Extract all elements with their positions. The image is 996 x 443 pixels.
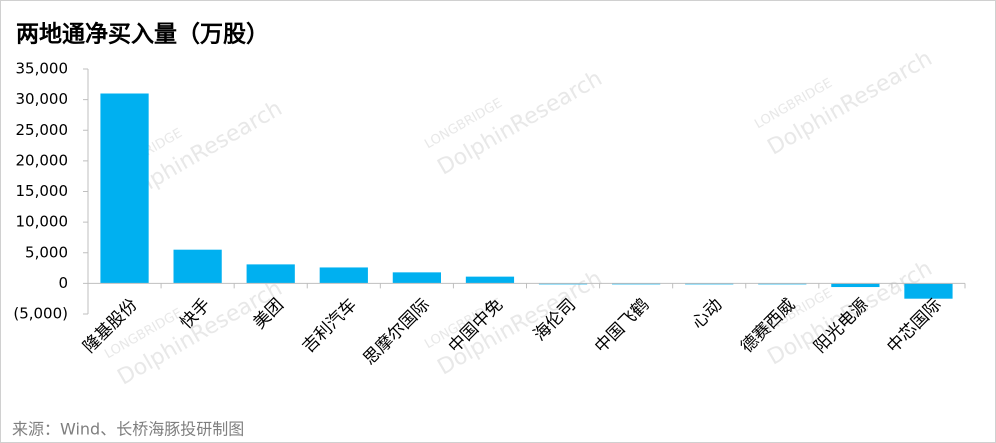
y-tick-label: 10,000 <box>16 213 69 231</box>
y-tick-label: 5,000 <box>25 243 68 261</box>
bar <box>319 267 368 284</box>
bar <box>392 272 441 284</box>
bar <box>100 93 149 284</box>
bar <box>246 264 295 284</box>
y-tick-label: 0 <box>58 274 68 292</box>
y-tick-label: (5,000) <box>13 305 68 323</box>
bar <box>173 249 222 284</box>
y-tick-label: 15,000 <box>16 182 69 200</box>
bar <box>465 276 515 284</box>
y-tick-label: 20,000 <box>16 151 69 169</box>
y-tick-label: 25,000 <box>16 121 69 139</box>
bar <box>904 283 953 299</box>
chart-title: 两地通净买入量（万股） <box>16 21 269 48</box>
y-tick-label: 30,000 <box>16 90 69 108</box>
y-tick-label: 35,000 <box>16 60 69 78</box>
source: 来源：Wind、长桥海豚投研制图 <box>12 420 244 439</box>
bar <box>831 283 880 288</box>
